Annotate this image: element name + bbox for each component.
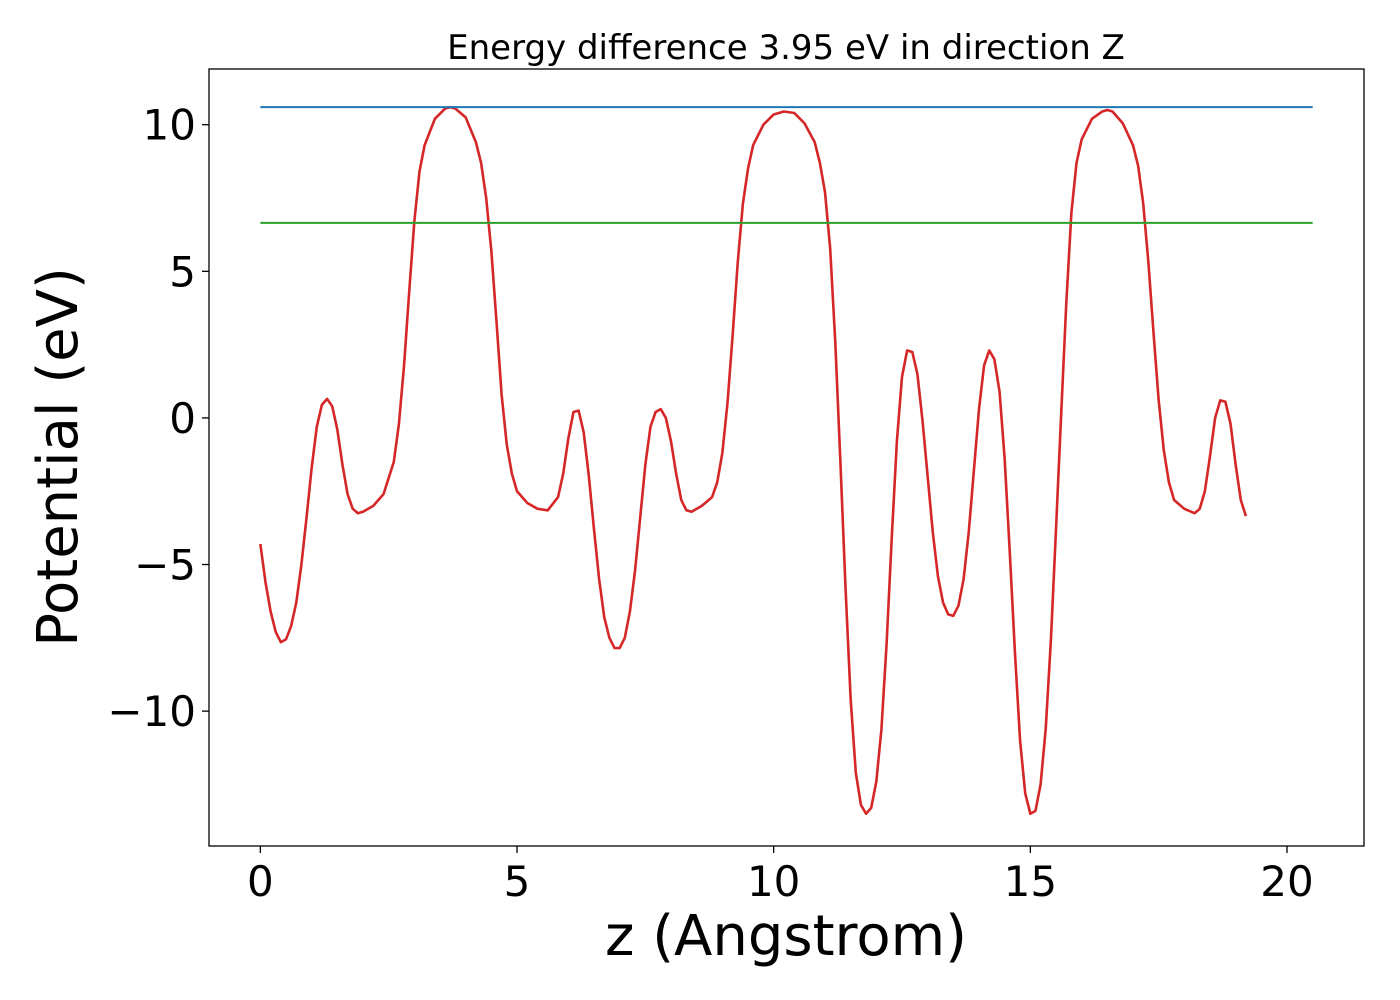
- plot-frame: [208, 68, 1365, 847]
- x-axis-label: z (Angstrom): [605, 904, 967, 969]
- y-tick-label: −5: [134, 541, 196, 590]
- y-tick-label: 5: [169, 247, 196, 296]
- x-tick-label: 15: [1004, 857, 1057, 906]
- x-axis: 0 5 10 15 20: [247, 846, 1314, 906]
- x-tick-label: 0: [247, 857, 274, 906]
- x-tick-label: 20: [1260, 857, 1313, 906]
- x-tick-label: 5: [504, 857, 531, 906]
- chart-title: Energy difference 3.95 eV in direction Z: [447, 28, 1125, 68]
- y-tick-label: 0: [169, 394, 196, 443]
- x-tick-label: 10: [747, 857, 800, 906]
- plot-area: [208, 68, 1365, 847]
- y-tick-label: 10: [143, 101, 196, 150]
- potential-curve: [259, 105, 1248, 816]
- y-tick-label: −10: [107, 687, 196, 736]
- y-axis-label: Potential (eV): [26, 267, 91, 647]
- series-layer: [259, 105, 1313, 816]
- y-axis: 10 5 0 −5 −10: [107, 101, 209, 736]
